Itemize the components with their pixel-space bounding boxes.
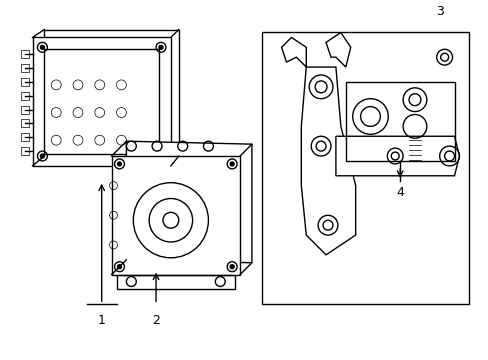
Bar xyxy=(20,133,28,141)
Bar xyxy=(345,82,453,161)
Polygon shape xyxy=(325,32,350,67)
Circle shape xyxy=(117,265,121,269)
Bar xyxy=(20,147,28,155)
Text: 1: 1 xyxy=(98,314,105,327)
Bar xyxy=(20,64,28,72)
Polygon shape xyxy=(44,30,179,156)
Bar xyxy=(20,50,28,58)
Text: 2: 2 xyxy=(152,314,160,327)
Text: 3: 3 xyxy=(435,5,443,18)
Circle shape xyxy=(230,265,234,269)
Circle shape xyxy=(159,154,163,158)
Polygon shape xyxy=(301,67,355,255)
Polygon shape xyxy=(111,156,240,275)
Bar xyxy=(20,105,28,113)
Polygon shape xyxy=(126,141,251,263)
Text: 4: 4 xyxy=(395,186,403,199)
Bar xyxy=(20,92,28,100)
Circle shape xyxy=(117,162,121,166)
Bar xyxy=(44,49,159,154)
Bar xyxy=(116,275,235,289)
Polygon shape xyxy=(281,37,305,67)
Bar xyxy=(261,32,468,304)
Circle shape xyxy=(159,45,163,49)
Bar xyxy=(20,78,28,86)
Polygon shape xyxy=(335,136,459,176)
Polygon shape xyxy=(33,37,170,166)
Circle shape xyxy=(230,162,234,166)
Circle shape xyxy=(41,45,44,49)
Circle shape xyxy=(41,154,44,158)
Bar xyxy=(20,120,28,127)
